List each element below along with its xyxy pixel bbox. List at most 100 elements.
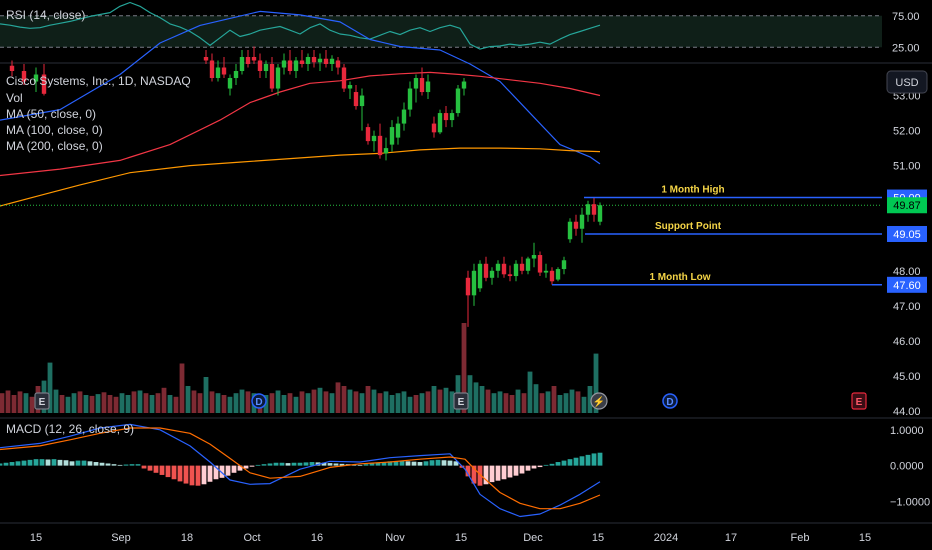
- candle-body[interactable]: [419, 78, 425, 93]
- candle-body[interactable]: [383, 148, 389, 154]
- candle-body[interactable]: [437, 113, 443, 133]
- macd-histogram-bar: [273, 462, 279, 466]
- candle-body[interactable]: [537, 255, 543, 273]
- candle-body[interactable]: [293, 60, 299, 72]
- macd-histogram-bar: [243, 465, 249, 469]
- candle-body[interactable]: [431, 123, 437, 133]
- candle-body[interactable]: [413, 78, 419, 89]
- candle-body[interactable]: [275, 67, 281, 89]
- candle-body[interactable]: [561, 260, 567, 270]
- candle-body[interactable]: [513, 263, 519, 277]
- volume-bar: [461, 323, 467, 413]
- candle-body[interactable]: [299, 60, 305, 64]
- macd-panel[interactable]: MACD (12, 26, close, 9) 1.0000 0.0000 −1.0…: [0, 422, 930, 518]
- candle-body[interactable]: [425, 81, 431, 93]
- candle-body[interactable]: [245, 56, 251, 64]
- candle-body[interactable]: [33, 74, 39, 82]
- candle-body[interactable]: [567, 221, 573, 240]
- candle-body[interactable]: [389, 127, 395, 145]
- candle-body[interactable]: [365, 127, 371, 142]
- candle-body[interactable]: [221, 67, 227, 75]
- volume-bar: [293, 396, 299, 413]
- dividend-marker[interactable]: [662, 393, 678, 409]
- candle-body[interactable]: [329, 58, 335, 64]
- x-axis[interactable]: 15 Sep 18 Oct 16 Nov 15 Dec 15 2024 17 Feb 15: [30, 532, 871, 544]
- candle-body[interactable]: [263, 64, 269, 72]
- candle-body[interactable]: [477, 263, 483, 289]
- candle-body[interactable]: [251, 56, 257, 61]
- candle-body[interactable]: [401, 109, 407, 124]
- volume-bar: [287, 393, 293, 413]
- candle-body[interactable]: [305, 56, 311, 64]
- candle-body[interactable]: [483, 263, 489, 278]
- macd-histogram-bar: [3, 462, 9, 466]
- candle-body[interactable]: [543, 270, 549, 273]
- earnings-marker[interactable]: [851, 392, 867, 410]
- candle-body[interactable]: [239, 56, 245, 72]
- candle-body[interactable]: [501, 263, 507, 275]
- candle-body[interactable]: [455, 88, 461, 114]
- candle-body[interactable]: [573, 221, 579, 229]
- candle-body[interactable]: [41, 74, 47, 94]
- macd-histogram-bar: [177, 465, 183, 482]
- macd-tick-label: 1.0000: [890, 425, 924, 437]
- candle-body[interactable]: [555, 269, 561, 280]
- candle-body[interactable]: [341, 67, 347, 89]
- candle-body[interactable]: [323, 58, 329, 64]
- candle-body[interactable]: [549, 270, 555, 282]
- candle-body[interactable]: [21, 71, 27, 82]
- candle-body[interactable]: [335, 60, 341, 68]
- candle-body[interactable]: [287, 60, 293, 72]
- candle-body[interactable]: [507, 274, 513, 277]
- candle-body[interactable]: [209, 60, 215, 79]
- news-marker[interactable]: [590, 392, 608, 410]
- candle-body[interactable]: [311, 56, 317, 63]
- candle-body[interactable]: [9, 65, 15, 72]
- candle-body[interactable]: [371, 135, 377, 142]
- volume-bar: [71, 393, 77, 413]
- candle-body[interactable]: [227, 78, 233, 89]
- candle-body[interactable]: [591, 204, 597, 215]
- candle-body[interactable]: [443, 113, 449, 121]
- volume-bar: [17, 391, 23, 413]
- rsi-panel[interactable]: RSI (14, close) 75.00 25.00: [0, 1, 920, 55]
- candle-body[interactable]: [579, 214, 585, 229]
- candle-body[interactable]: [465, 277, 471, 296]
- candle-body[interactable]: [377, 135, 383, 156]
- candle-body[interactable]: [531, 255, 537, 259]
- volume-bar: [191, 390, 197, 413]
- macd-histogram-bar: [183, 465, 189, 484]
- candle-body[interactable]: [489, 270, 495, 278]
- x-axis-tick-label: Sep: [111, 532, 131, 544]
- macd-histogram-bar: [33, 459, 39, 466]
- candle-body[interactable]: [519, 263, 525, 271]
- macd-tick-label: 0.0000: [890, 461, 924, 473]
- macd-histogram-bar: [591, 453, 597, 466]
- candle-body[interactable]: [585, 204, 591, 215]
- currency-button[interactable]: [886, 70, 928, 94]
- candle-body[interactable]: [281, 60, 287, 68]
- candle-body[interactable]: [203, 56, 209, 61]
- candle-body[interactable]: [525, 258, 531, 271]
- dividend-marker[interactable]: [251, 393, 267, 409]
- volume-bar: [155, 393, 161, 413]
- candle-body[interactable]: [407, 88, 413, 110]
- candle-body[interactable]: [353, 92, 359, 107]
- candle-body[interactable]: [395, 123, 401, 138]
- candle-body[interactable]: [449, 113, 455, 121]
- candle-body[interactable]: [471, 270, 477, 296]
- candle-body[interactable]: [257, 60, 263, 72]
- candle-body[interactable]: [269, 64, 275, 89]
- earnings-marker[interactable]: [34, 392, 50, 410]
- candle-body[interactable]: [461, 81, 467, 89]
- candle-body[interactable]: [317, 58, 323, 63]
- candle-body[interactable]: [215, 67, 221, 79]
- earnings-marker[interactable]: [453, 392, 469, 410]
- candle-body[interactable]: [359, 95, 365, 107]
- candle-body[interactable]: [347, 85, 353, 89]
- candle-body[interactable]: [495, 263, 501, 271]
- candle-body[interactable]: [597, 205, 603, 222]
- candle-body[interactable]: [233, 71, 239, 79]
